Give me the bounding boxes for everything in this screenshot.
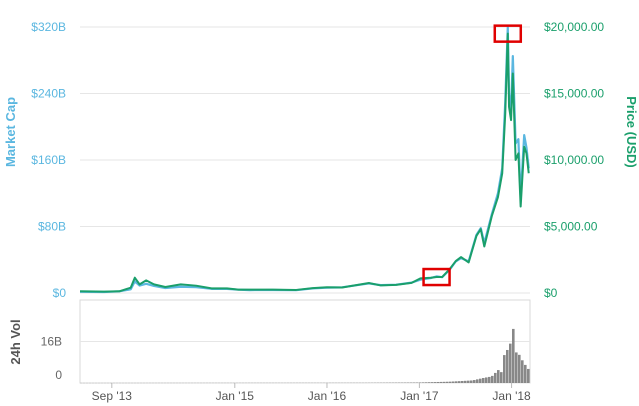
- right-tick-label: $15,000.00: [544, 87, 604, 101]
- highlight-box: [422, 267, 451, 287]
- volume-bar: [431, 382, 434, 383]
- left-tick-label: $80B: [38, 220, 66, 234]
- right-tick-label: $20,000.00: [544, 20, 604, 34]
- x-tick-label: Jan '18: [492, 389, 531, 403]
- volume-bar: [434, 382, 437, 383]
- volume-bar: [494, 372, 497, 383]
- right-axis-title: Price (USD): [624, 96, 639, 168]
- x-tick-label: Jan '15: [216, 389, 255, 403]
- volume-bar: [509, 343, 512, 383]
- left-tick-label: $0: [53, 286, 67, 300]
- volume-bar: [452, 381, 455, 383]
- volume-bar: [512, 328, 515, 383]
- volume-bar: [428, 382, 431, 383]
- volume-bar: [449, 381, 452, 383]
- volume-axis-title: 24h Vol: [8, 319, 23, 364]
- volume-bar: [488, 376, 491, 383]
- volume-tick-label: 0: [55, 368, 62, 382]
- volume-bar: [524, 364, 527, 383]
- volume-tick-label: 16B: [41, 335, 62, 349]
- grid-lines: [79, 26, 531, 388]
- volume-bar: [440, 381, 443, 383]
- right-tick-label: $5,000.00: [544, 220, 598, 234]
- volume-bar: [491, 375, 494, 383]
- series-lines: [79, 25, 530, 294]
- volume-bar: [461, 380, 464, 383]
- volume-bar: [482, 377, 485, 383]
- volume-bar: [479, 378, 482, 383]
- volume-bar: [458, 381, 461, 383]
- highlight-boxes: [422, 24, 523, 287]
- right-tick-label: $0: [544, 286, 558, 300]
- volume-bar: [476, 379, 479, 383]
- volume-bar: [473, 380, 476, 383]
- volume-bar: [443, 381, 446, 383]
- volume-bar: [497, 370, 500, 383]
- left-axis-title: Market Cap: [3, 97, 18, 167]
- highlight-box: [493, 24, 523, 43]
- volume-bars: [80, 328, 530, 384]
- volume-bar: [485, 377, 488, 383]
- price-line: [79, 32, 530, 293]
- left-tick-label: $240B: [31, 87, 66, 101]
- left-tick-label: $160B: [31, 153, 66, 167]
- volume-bar: [446, 381, 449, 383]
- volume-bar: [437, 381, 440, 383]
- tick-labels: $0 $80B $160B $240B $320B $0 $5,000.00 $10,000.…: [31, 20, 604, 403]
- right-tick-label: $10,000.00: [544, 153, 604, 167]
- volume-bar: [515, 352, 518, 383]
- volume-bar: [416, 382, 419, 383]
- volume-bar: [455, 381, 458, 383]
- volume-bar: [464, 380, 467, 383]
- volume-bar: [521, 360, 524, 383]
- volume-bar: [527, 368, 530, 383]
- volume-bar: [506, 349, 509, 383]
- volume-bar: [500, 372, 503, 383]
- volume-bar: [518, 354, 521, 383]
- volume-bar: [422, 382, 425, 383]
- x-tick-label: Jan '16: [308, 389, 347, 403]
- volume-bar: [470, 380, 473, 383]
- volume-bar: [419, 382, 422, 383]
- x-tick-label: Jan '17: [400, 389, 439, 403]
- volume-bar: [467, 380, 470, 383]
- volume-bar: [425, 382, 428, 383]
- left-tick-label: $320B: [31, 20, 66, 34]
- x-tick-label: Sep '13: [92, 389, 133, 403]
- volume-bar: [503, 355, 506, 383]
